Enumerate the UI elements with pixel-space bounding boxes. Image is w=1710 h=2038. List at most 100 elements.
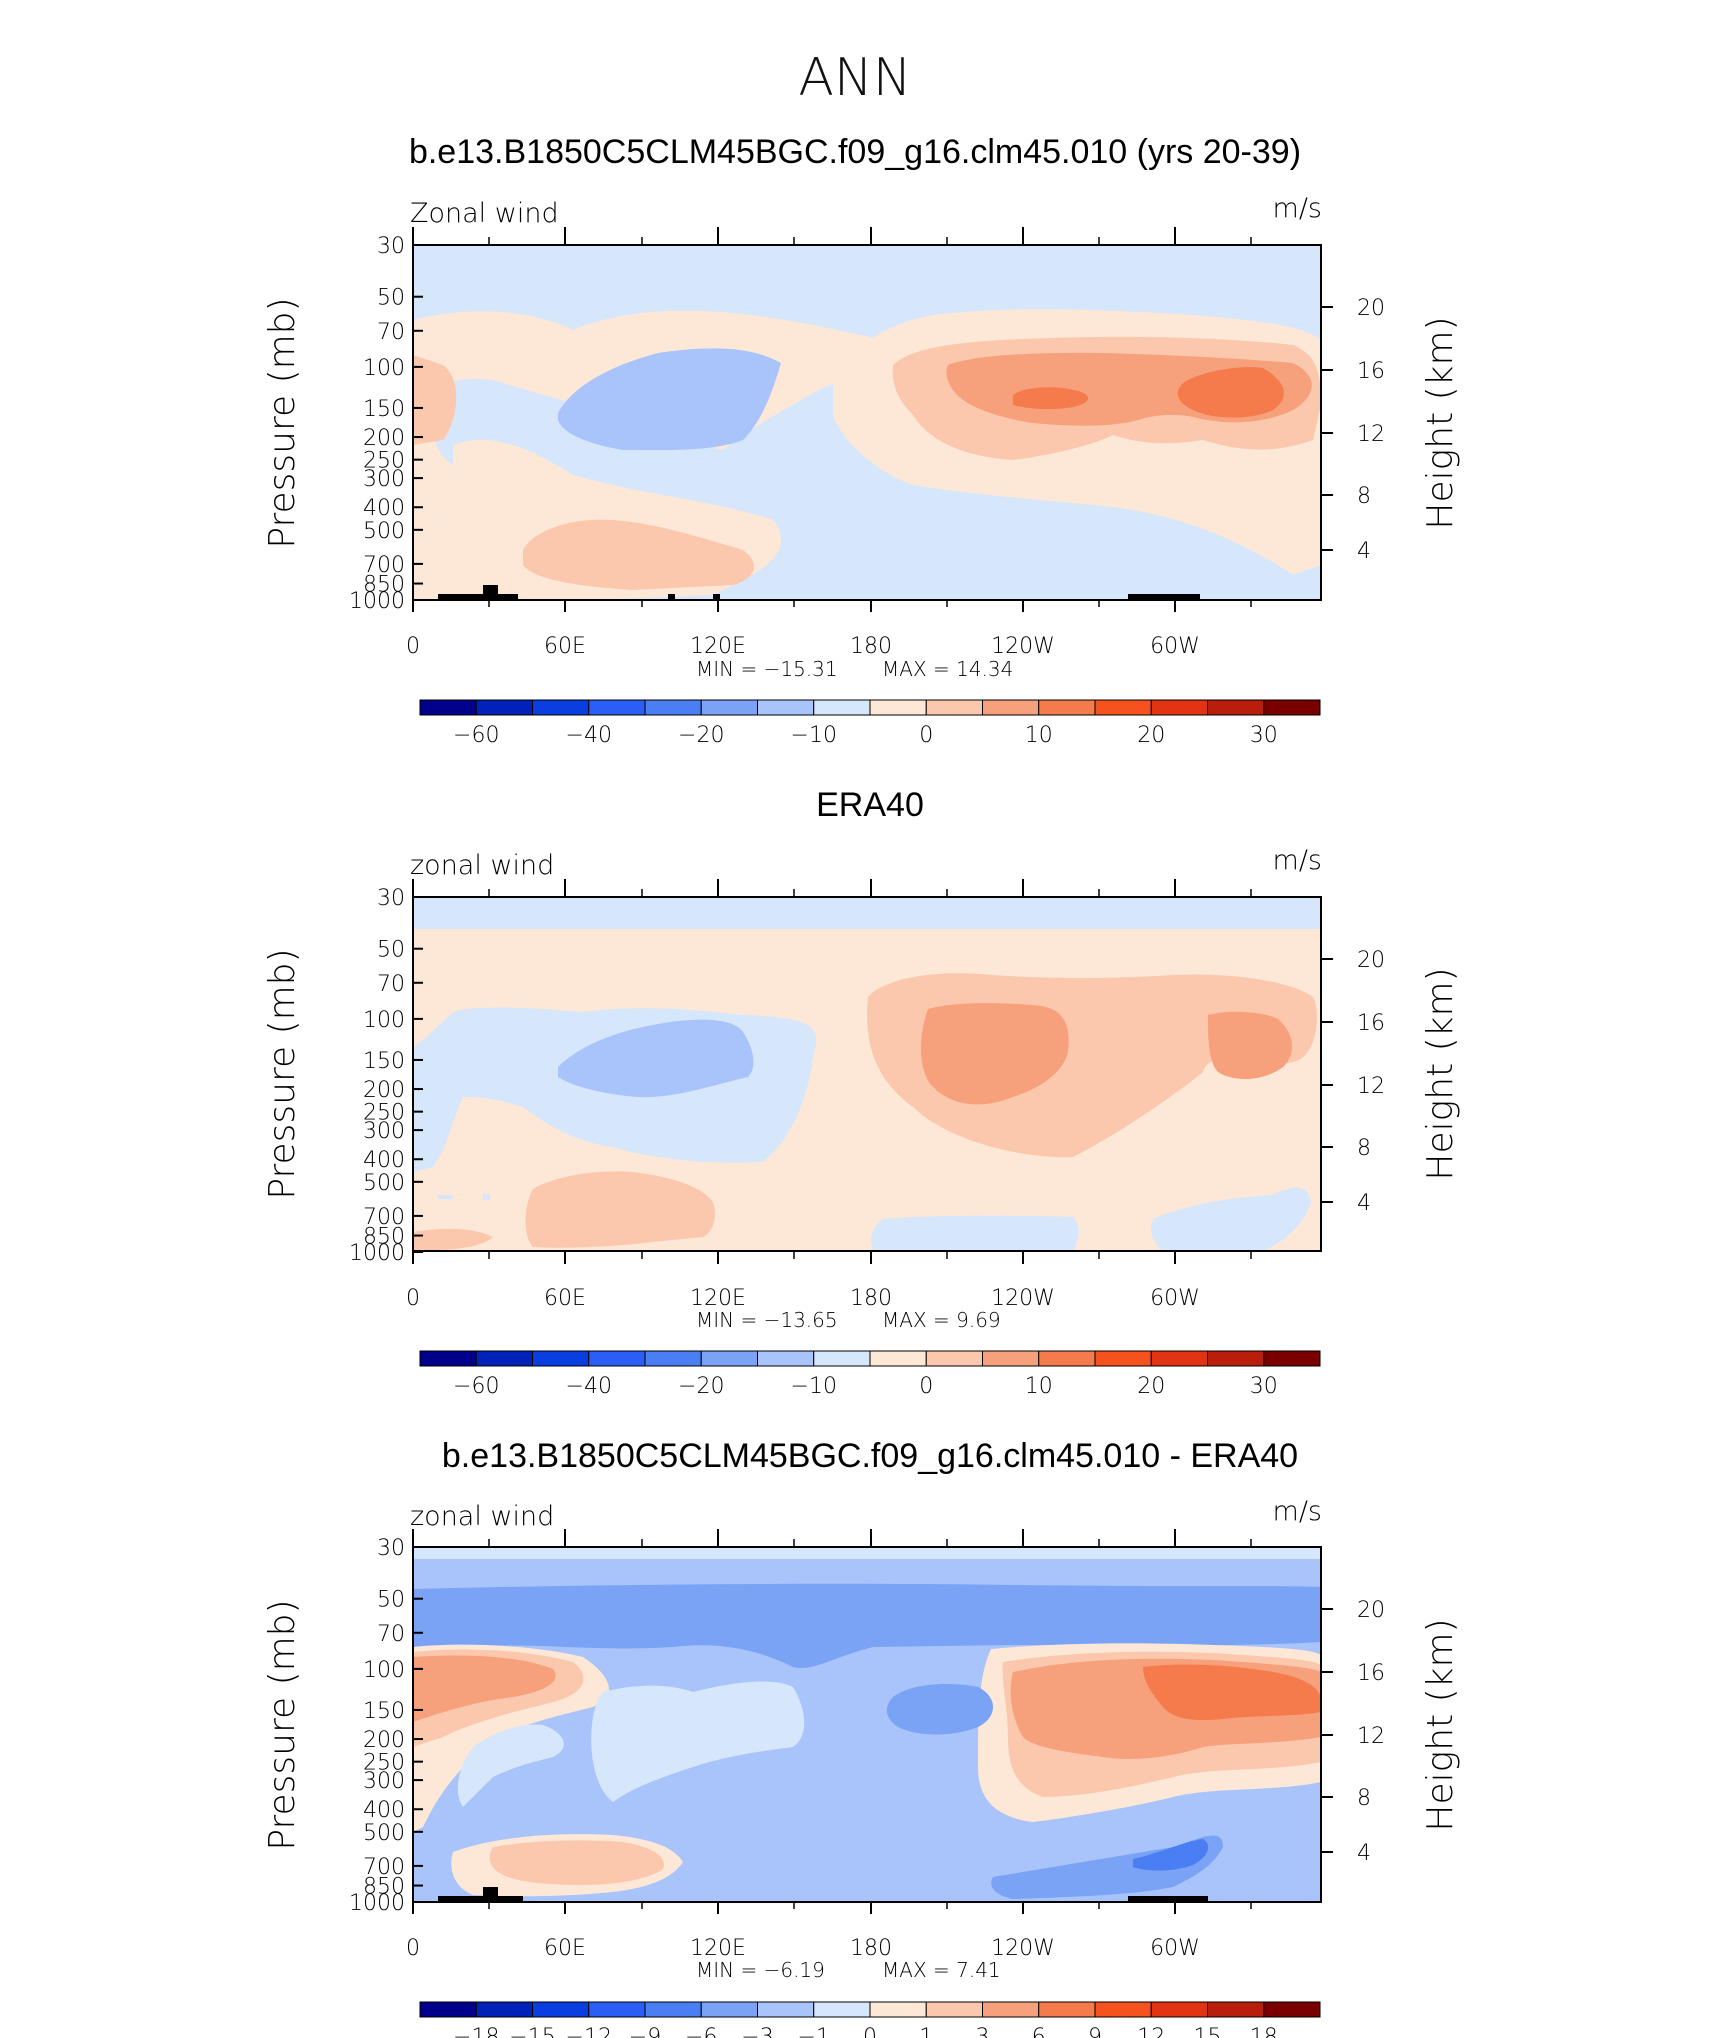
panel-2-contour-neg-dots — [438, 1194, 490, 1200]
colorbar-swatch — [925, 1350, 983, 1367]
colorbar-swatch — [925, 699, 983, 716]
y2-tick-label: 4 — [1357, 539, 1371, 564]
panel-2-left-label: zonal wind — [410, 850, 554, 881]
colorbar-swatch — [1207, 1350, 1265, 1367]
colorbar-label: 12 — [1137, 2025, 1165, 2038]
panel-3-contour-neg-1-0-left — [457, 1724, 564, 1807]
colorbar-swatch — [532, 2001, 590, 2018]
y-tick-label: 250 — [363, 1101, 405, 1126]
colorbar-swatch — [700, 2001, 758, 2018]
panel-1-contour-15-20-a — [1013, 387, 1088, 410]
colorbar-label: 0 — [919, 723, 933, 748]
panel-3-contour-low-neg-9-6 — [1133, 1839, 1209, 1871]
y-tick-label: 100 — [363, 1008, 405, 1033]
panel-1-contour-5-10-low — [523, 519, 754, 590]
colorbar-swatch — [1038, 1350, 1096, 1367]
panel-3-frame — [412, 1546, 1322, 1903]
colorbar-swatch — [475, 1350, 533, 1367]
panel-2-contour-neg-top — [413, 897, 1321, 929]
y2-tick-label: 20 — [1357, 1598, 1385, 1623]
y-tick-label: 250 — [363, 1751, 405, 1776]
y-tick-label: 30 — [377, 886, 405, 911]
y-tick-label: 30 — [377, 1536, 405, 1561]
panel-1-max-label: MAX = 14.34 — [882, 657, 1013, 681]
colorbar-label: −60 — [453, 723, 499, 748]
colorbar-label: −15 — [509, 2025, 555, 2038]
panel-2-contour-5-10-low — [525, 1171, 715, 1248]
y2-tick-label: 20 — [1357, 948, 1385, 973]
panel-1-ylabel-right: Height (km) — [1420, 316, 1461, 529]
colorbar-swatch — [1094, 2001, 1152, 2018]
colorbar-swatch — [813, 2001, 871, 2018]
panel-2-contour-5-10-sw — [413, 1228, 493, 1251]
x-tick-label: 0 — [406, 1936, 420, 1961]
panel-3-contour-neg-1-0-center — [591, 1681, 805, 1802]
y-tick-label: 150 — [363, 397, 405, 422]
y-tick-label: 50 — [377, 938, 405, 963]
y-tick-label: 200 — [363, 426, 405, 451]
colorbar-swatch — [982, 1350, 1040, 1367]
x-tick-label: 180 — [850, 1286, 892, 1311]
colorbar-swatch — [1207, 2001, 1265, 2018]
y2-tick-label: 16 — [1357, 1011, 1385, 1036]
panel-3-units: m/s — [1273, 1496, 1322, 1527]
y-tick-label: 500 — [363, 1821, 405, 1846]
colorbar-label: 10 — [1025, 1374, 1053, 1399]
x-tick-label: 60E — [544, 634, 586, 659]
panel-2-contour-10-15-b — [1208, 1011, 1293, 1079]
panel-2-ylabel: Pressure (mb) — [262, 948, 303, 1199]
colorbar-label: 10 — [1025, 723, 1053, 748]
colorbar-label: −40 — [566, 723, 612, 748]
colorbar-swatch — [1150, 2001, 1208, 2018]
panel-2-frame — [412, 896, 1322, 1252]
y-tick-label: 500 — [363, 519, 405, 544]
panel-2-contour-neg-10-5 — [558, 1019, 754, 1098]
panel-1-topography — [438, 585, 1200, 600]
y-tick-label: 200 — [363, 1728, 405, 1753]
figure-season-title: ANN — [798, 48, 911, 108]
panel-3-left-label: zonal wind — [410, 1501, 554, 1532]
panel-3-contour-west-pos-3 — [413, 1655, 556, 1722]
colorbar-label: 3 — [976, 2025, 990, 2038]
y-tick-label: 400 — [363, 1798, 405, 1823]
colorbar-label: −18 — [453, 2025, 499, 2038]
colorbar-label: 30 — [1250, 723, 1278, 748]
y2-tick-label: 8 — [1357, 1136, 1371, 1161]
colorbar-label: 30 — [1250, 1374, 1278, 1399]
colorbar-label: 20 — [1137, 1374, 1165, 1399]
y2-tick-label: 12 — [1357, 422, 1385, 447]
panel-3-contour-neg-6-3-blob — [886, 1684, 993, 1735]
colorbar-label: −10 — [791, 723, 837, 748]
y-tick-label: 850 — [363, 573, 405, 598]
colorbar-swatch — [982, 2001, 1040, 2018]
colorbar-swatch — [1094, 1350, 1152, 1367]
panel-2-colorbar: −60 −40 −20 −10 0 10 20 30 — [419, 1350, 1321, 1399]
y-tick-label: 150 — [363, 1049, 405, 1074]
panel-2-min-label: MIN = −13.65 — [696, 1308, 838, 1332]
colorbar-swatch — [532, 1350, 590, 1367]
colorbar-swatch — [588, 2001, 646, 2018]
y2-tick-label: 16 — [1357, 1661, 1385, 1686]
panel-2: ERA40 zonal wind m/s 3050701001502002503… — [262, 786, 1461, 1399]
colorbar-swatch — [644, 1350, 702, 1367]
colorbar-swatch — [419, 2001, 477, 2018]
colorbar-label: −12 — [566, 2025, 612, 2038]
y-tick-label: 300 — [363, 1119, 405, 1144]
colorbar-swatch — [869, 699, 927, 716]
colorbar-label: −60 — [453, 1374, 499, 1399]
colorbar-swatch — [532, 699, 590, 716]
y-tick-label: 70 — [377, 320, 405, 345]
panel-3: b.e13.B1850C5CLM45BGC.f09_g16.clm45.010 … — [262, 1437, 1461, 2038]
x-tick-label: 60E — [544, 1936, 586, 1961]
panel-3-contour-top-light — [413, 1547, 1321, 1559]
panel-2-title: ERA40 — [816, 786, 924, 824]
panel-3-contour-east-pos-6 — [1143, 1664, 1321, 1721]
panel-1-min-label: MIN = −15.31 — [696, 657, 838, 681]
colorbar-swatch — [475, 699, 533, 716]
panel-1-ylabel: Pressure (mb) — [262, 297, 303, 548]
y-tick-label: 100 — [363, 356, 405, 381]
colorbar-label: −6 — [685, 2025, 717, 2038]
colorbar-swatch — [757, 699, 815, 716]
panel-3-contour-low-pos-1 — [489, 1840, 664, 1885]
